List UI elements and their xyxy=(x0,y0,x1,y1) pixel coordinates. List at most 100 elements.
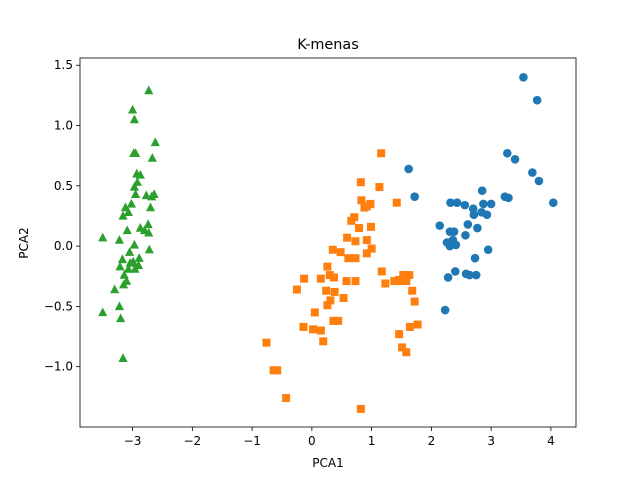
triangle-point xyxy=(150,137,160,147)
circle-point xyxy=(450,267,460,276)
triangle-point xyxy=(130,148,141,157)
square-point xyxy=(355,224,364,233)
circle-point xyxy=(465,270,474,280)
x-axis-label: PCA1 xyxy=(312,456,343,470)
triangle-point xyxy=(127,104,138,114)
triangle-point xyxy=(98,232,108,242)
circle-point xyxy=(461,230,470,240)
triangle-point xyxy=(129,182,139,191)
circle-point xyxy=(504,193,513,203)
circle-point xyxy=(534,176,544,186)
square-point xyxy=(316,326,325,335)
circle-point xyxy=(446,198,455,208)
circle-point xyxy=(510,154,520,164)
square-point xyxy=(362,202,371,211)
circle-point xyxy=(548,198,558,208)
square-point xyxy=(377,267,386,276)
triangle-point xyxy=(118,353,128,362)
square-point xyxy=(367,244,376,253)
y-tick-label: 1.5 xyxy=(54,58,73,72)
square-point xyxy=(392,198,401,207)
triangle-point xyxy=(141,190,151,200)
x-tick-label: −1 xyxy=(243,434,261,448)
square-point xyxy=(323,262,332,271)
circle-point xyxy=(483,245,493,255)
triangle-point xyxy=(144,85,154,95)
square-point xyxy=(402,348,411,357)
square-point xyxy=(299,322,308,331)
square-point xyxy=(319,337,328,346)
triangle-point xyxy=(122,225,132,235)
circle-point xyxy=(451,240,461,250)
square-point xyxy=(390,277,399,286)
square-point xyxy=(375,183,384,192)
circle-point xyxy=(519,72,528,82)
triangle-point xyxy=(147,153,157,162)
square-point xyxy=(329,316,338,325)
square-point xyxy=(262,338,271,347)
x-tick-label: 2 xyxy=(428,434,436,448)
square-point xyxy=(367,222,376,231)
triangle-point xyxy=(135,169,145,179)
x-tick-label: −2 xyxy=(183,434,201,448)
square-point xyxy=(362,249,371,258)
square-point xyxy=(413,320,422,329)
triangle-point xyxy=(134,253,144,262)
circle-point xyxy=(470,253,480,263)
square-point xyxy=(395,330,404,339)
triangle-point xyxy=(143,219,153,229)
square-point xyxy=(356,404,365,413)
square-point xyxy=(396,277,405,286)
triangle-point xyxy=(144,244,154,254)
circle-point xyxy=(469,210,479,220)
square-point xyxy=(330,287,339,296)
circle-point xyxy=(445,227,455,236)
triangle-point xyxy=(125,247,135,256)
triangle-point xyxy=(129,114,139,124)
circle-point xyxy=(482,210,492,220)
circle-point xyxy=(435,221,445,230)
square-point xyxy=(310,308,319,317)
triangle-point xyxy=(117,254,128,264)
square-point xyxy=(316,274,325,283)
square-point xyxy=(377,149,386,158)
square-point xyxy=(410,297,419,306)
circle-point xyxy=(471,270,481,280)
square-point xyxy=(273,366,282,375)
y-tick-label: −0.5 xyxy=(44,299,73,313)
triangle-point xyxy=(129,239,139,249)
triangle-point xyxy=(123,264,134,273)
square-point xyxy=(339,293,348,302)
square-point xyxy=(325,271,334,280)
triangle-point xyxy=(126,198,136,208)
x-tick-label: 0 xyxy=(308,434,316,448)
triangle-point xyxy=(114,235,125,244)
circle-point xyxy=(473,223,482,233)
x-tick-label: 4 xyxy=(547,434,555,448)
square-point xyxy=(336,248,345,257)
square-point xyxy=(343,233,352,242)
square-point xyxy=(282,394,291,403)
circle-point xyxy=(404,164,413,174)
triangle-point xyxy=(130,189,141,198)
square-point xyxy=(334,316,343,325)
x-tick-label: −3 xyxy=(124,434,142,448)
square-point xyxy=(399,271,408,280)
square-point xyxy=(329,273,338,282)
circle-point xyxy=(452,198,462,208)
triangle-point xyxy=(128,256,138,266)
square-point xyxy=(381,279,390,288)
circle-point xyxy=(502,148,512,158)
triangle-point xyxy=(130,264,140,273)
square-point xyxy=(405,271,414,280)
triangle-point xyxy=(123,207,134,217)
square-point xyxy=(356,178,365,187)
triangle-point xyxy=(98,307,108,317)
circle-point xyxy=(528,168,537,177)
triangle-point xyxy=(114,301,125,311)
axis-ticks: −3 −2 −1 0 1 2 3 4 −1.0 −0.5 0.0 0.5 1.0 1.5 xyxy=(44,58,555,448)
triangle-point xyxy=(110,284,120,294)
triangle-point xyxy=(144,227,154,237)
square-point xyxy=(342,277,351,286)
square-point xyxy=(351,254,360,263)
